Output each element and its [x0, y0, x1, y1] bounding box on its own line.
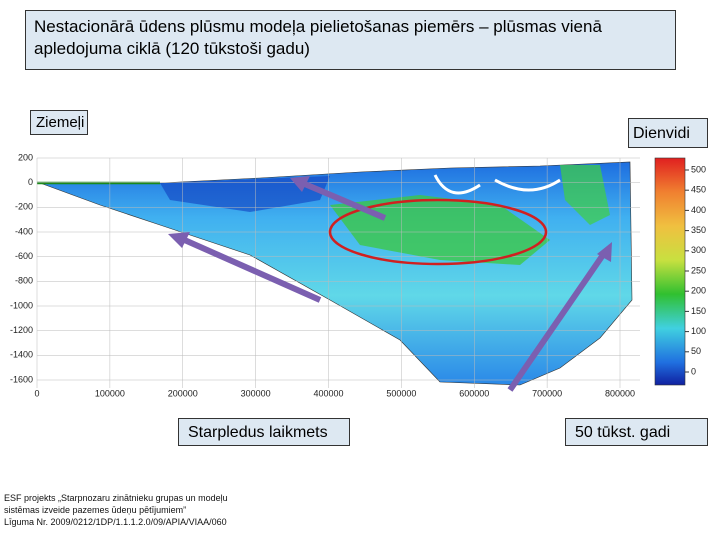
y-tick-label: -1400: [10, 350, 33, 360]
figure: 200 0 -200 -400 -600 -800 -1000 -1200 -1400 -1600…: [10, 152, 706, 398]
label-box: Starpledus laikmets: [178, 418, 350, 446]
dark-zone: [160, 176, 330, 212]
green-zone: [560, 165, 610, 225]
colorbar-label: 50: [691, 346, 701, 356]
colorbar-label: 350: [691, 225, 706, 235]
y-tick-label: -200: [15, 202, 33, 212]
arrowhead: [597, 242, 612, 262]
arrow: [507, 250, 608, 392]
x-tick-label: 600000: [459, 388, 489, 398]
colorbar-label: 0: [691, 366, 696, 376]
x-tick-label: 500000: [386, 388, 416, 398]
arrow: [298, 179, 387, 221]
green-zone: [330, 195, 550, 265]
colorbar-label: 450: [691, 185, 706, 195]
arrowhead: [290, 176, 310, 192]
footer-line: ESF projekts „Starpnozaru zinātnieku gru…: [4, 493, 228, 503]
arrowhead: [168, 232, 190, 248]
footer-line: sistēmas izveide pazemes ūdeņu pētījumie…: [4, 505, 187, 515]
colorbar-label: 150: [691, 306, 706, 316]
label-box: Ziemeļi: [30, 110, 88, 135]
x-tick-label: 400000: [313, 388, 343, 398]
x-tick-label: 800000: [605, 388, 635, 398]
colorbar-label: 400: [691, 205, 706, 215]
colorbar-label: 200: [691, 286, 706, 296]
y-tick-label: -1600: [10, 374, 33, 384]
y-tick-label: -600: [15, 251, 33, 261]
x-tick-label: 0: [34, 388, 39, 398]
x-tick-label: 700000: [532, 388, 562, 398]
flow-arc: [494, 178, 561, 192]
footer-line: Līguma Nr. 2009/0212/1DP/1.1.1.2.0/09/AP…: [4, 517, 227, 527]
highlight-ellipse: [328, 198, 548, 266]
y-tick-label: -1200: [10, 325, 33, 335]
colorbar-label: 250: [691, 265, 706, 275]
y-tick-label: -800: [15, 276, 33, 286]
arrow: [178, 235, 322, 303]
x-tick-label: 100000: [95, 388, 125, 398]
flow-arc: [433, 174, 481, 195]
colorbar-label: 300: [691, 245, 706, 255]
x-tick-label: 300000: [241, 388, 271, 398]
y-tick-label: -400: [15, 226, 33, 236]
colorbar: [654, 157, 686, 386]
y-tick-label: 200: [18, 152, 33, 162]
y-tick-label: 0: [28, 177, 33, 187]
label-box: 50 tūkst. gadi: [565, 418, 708, 446]
title-box: Nestacionārā ūdens plūsmu modeļa pieliet…: [25, 10, 676, 70]
colorbar-label: 500: [691, 164, 706, 174]
y-tick-label: -1000: [10, 300, 33, 310]
colorbar-label: 100: [691, 326, 706, 336]
label-box: Dienvidi: [628, 118, 708, 148]
footer: ESF projekts „Starpnozaru zinātnieku gru…: [4, 492, 228, 528]
x-tick-label: 200000: [168, 388, 198, 398]
